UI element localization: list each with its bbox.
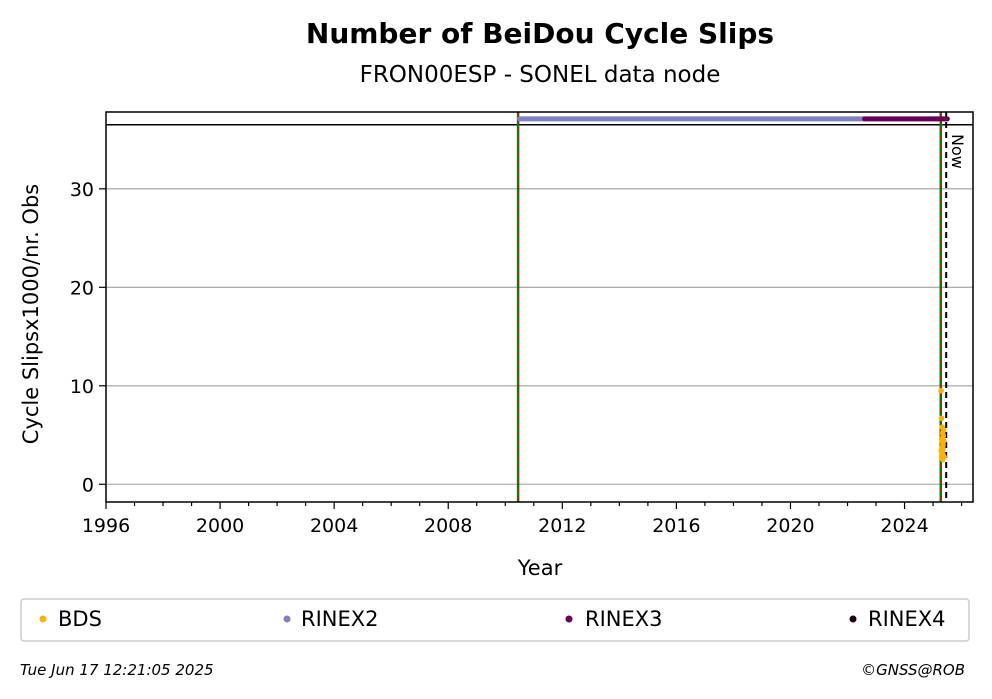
legend-frame: [20, 598, 970, 642]
x-tick-label: 2000: [196, 515, 244, 537]
x-tick-label: 2016: [652, 515, 700, 537]
x-tick-label: 2012: [538, 515, 586, 537]
x-tick-label: 2020: [766, 515, 814, 537]
y-tick-label: 30: [70, 179, 94, 201]
data-point-bds: [938, 415, 945, 422]
data-point-bds: [940, 446, 946, 452]
legend-label: RINEX2: [301, 607, 379, 631]
legend-marker: [849, 615, 857, 623]
data-point-bds: [941, 453, 947, 460]
x-tick-label: 2024: [880, 515, 928, 537]
legend-marker: [565, 615, 573, 623]
data-point-bds: [941, 438, 947, 444]
chart-title: Number of BeiDou Cycle Slips: [306, 17, 774, 50]
footer-timestamp: Tue Jun 17 12:21:05 2025: [20, 661, 214, 679]
y-tick-label: 10: [70, 376, 94, 398]
plot-area: Now 1996 2000 2004 2008 2012 2016 2020 2024 0 10 20…: [70, 111, 974, 537]
legend-label: BDS: [58, 607, 102, 631]
y-tick-label: 0: [82, 474, 94, 496]
legend-label: RINEX3: [585, 607, 663, 631]
data-point-bds: [940, 427, 947, 433]
x-tick-label: 2004: [310, 515, 358, 537]
legend: BDS RINEX2 RINEX3 RINEX4: [20, 598, 970, 642]
now-label: Now: [948, 134, 967, 169]
legend-marker: [283, 615, 291, 623]
data-point-bds: [938, 387, 944, 394]
x-tick-label: 2008: [424, 515, 472, 537]
y-axis-label: Cycle Slipsx1000/nr. Obs: [19, 184, 43, 444]
chart-subtitle: FRON00ESP - SONEL data node: [360, 62, 721, 88]
y-tick-label: 20: [70, 277, 94, 299]
x-tick-label: 1996: [82, 515, 130, 537]
legend-label: RINEX4: [868, 607, 946, 631]
plot-frame: [105, 111, 974, 503]
footer-credit: ©GNSS@ROB: [861, 661, 965, 679]
x-axis-label: Year: [517, 556, 563, 580]
legend-marker: [39, 615, 47, 623]
